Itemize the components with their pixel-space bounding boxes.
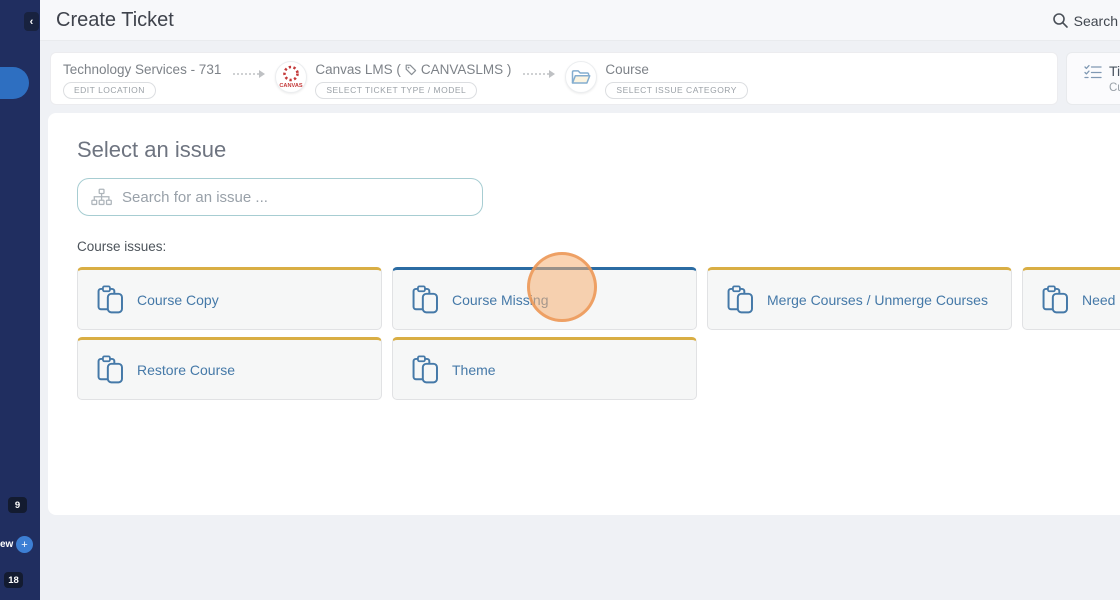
issue-card-label: Theme [452,361,496,378]
header: Create Ticket Search [40,0,1120,41]
select-issue-category-badge[interactable]: SELECT ISSUE CATEGORY [605,82,748,99]
ticket-summary-panel[interactable]: Tic Cur [1066,52,1120,105]
step-issue-category-title: Course [605,62,649,77]
page-title: Create Ticket [56,8,174,31]
sidebar-active-item-indicator[interactable] [0,67,29,99]
issue-card-label: Course Copy [137,291,219,308]
select-issue-heading: Select an issue [77,137,227,162]
sitemap-icon [91,188,112,205]
issue-card[interactable]: Need ne [1022,267,1120,330]
issue-search-input[interactable] [122,179,482,215]
new-label-fragment: ew [0,539,14,550]
canvas-logo-text: CANVAS [280,83,303,89]
ticket-panel-title: Tic [1109,63,1120,79]
issues-grid: Course Copy Course Missing Merge Courses… [77,267,1120,400]
issue-search-box[interactable] [77,178,483,216]
chevron-left-icon: ‹ [29,15,34,28]
task-list-icon [1084,64,1102,78]
plus-icon: + [21,538,28,551]
clipboard-copy-icon [97,355,123,384]
select-ticket-type-badge[interactable]: SELECT TICKET TYPE / MODEL [315,82,478,99]
click-indicator [527,252,597,322]
canvas-logo: CANVAS [275,61,308,93]
ticket-type-title-prefix: Canvas LMS ( [315,62,401,77]
clipboard-copy-icon [412,285,438,314]
issue-card[interactable]: Restore Course [77,337,382,400]
stepper-arrow [523,70,556,78]
ticket-type-title-suffix: CANVASLMS ) [420,62,512,77]
main-content: Select an issue Course issues: Course Co… [48,113,1120,515]
ticket-panel-subtitle: Cur [1109,82,1120,94]
clipboard-copy-icon [727,285,753,314]
issue-card[interactable]: Theme [392,337,697,400]
issue-card[interactable]: Course Copy [77,267,382,330]
tag-icon [405,64,417,76]
header-search-button[interactable]: Search [1052,0,1120,41]
stepper-step-issue-category[interactable]: Course SELECT ISSUE CATEGORY [565,61,748,99]
issue-card-label: Restore Course [137,361,236,378]
step-badge-9: 9 [8,497,27,513]
step-badge-18: 18 [4,572,23,588]
issue-card-label: Merge Courses / Unmerge Courses [767,291,988,308]
header-search-label: Search [1073,12,1118,29]
course-issues-label: Course issues: [77,239,167,254]
step-ticket-type-title: Canvas LMS ( CANVASLMS ) [315,61,511,78]
edit-location-badge[interactable]: EDIT LOCATION [63,82,156,99]
ticket-stepper: Technology Services - 731 EDIT LOCATION … [50,52,1058,105]
sidebar: ‹ 9 ew + 18 [0,0,40,600]
folder-icon [565,61,598,93]
clipboard-copy-icon [1042,285,1068,314]
step-location-title: Technology Services - 731 [63,62,222,77]
issue-card[interactable]: Merge Courses / Unmerge Courses [707,267,1012,330]
issue-card-label: Course Missing [452,291,549,308]
stepper-step-location[interactable]: Technology Services - 731 EDIT LOCATION [63,61,221,99]
clipboard-copy-icon [412,355,438,384]
sidebar-collapse-button[interactable]: ‹ [24,12,39,31]
search-icon [1052,13,1068,28]
clipboard-copy-icon [97,285,123,314]
stepper-arrow [233,70,266,78]
stepper-step-ticket-type[interactable]: CANVAS Canvas LMS ( CANVASLMS ) SELECT T… [275,61,511,99]
issue-card-label: Need ne [1082,291,1120,308]
add-new-button[interactable]: + [16,536,33,553]
